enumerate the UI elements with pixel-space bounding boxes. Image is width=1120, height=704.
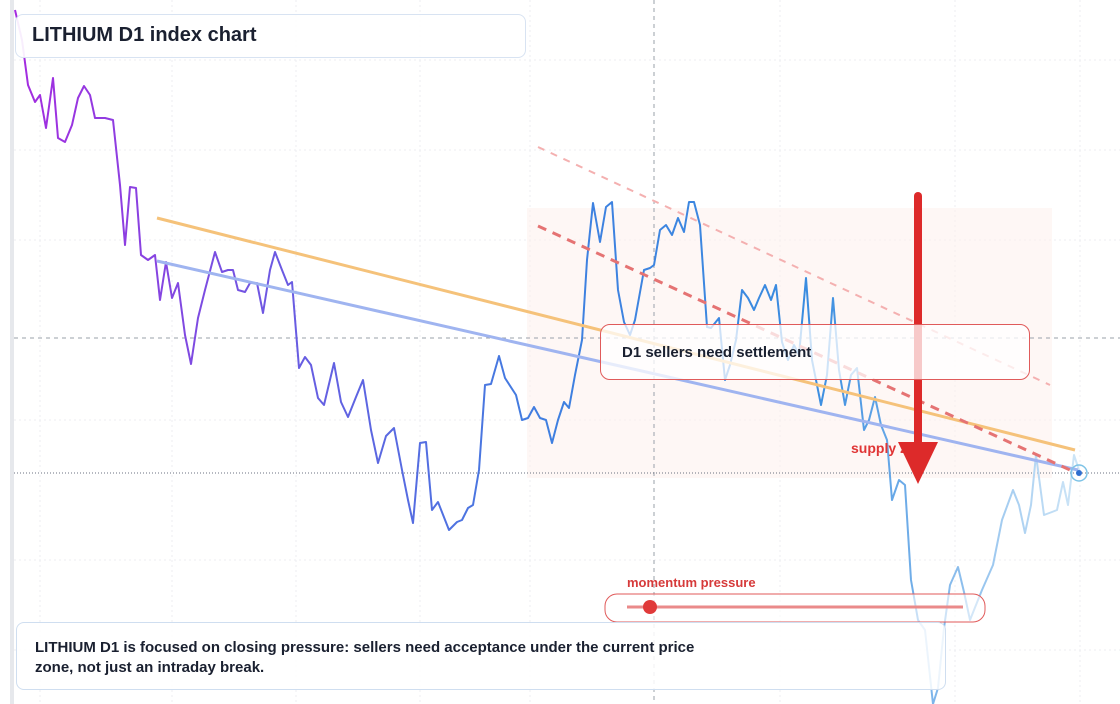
- note-box: LITHIUM D1 is focused on closing pressur…: [16, 622, 946, 690]
- arrow-head: [898, 442, 938, 484]
- momentum-dot: [643, 600, 657, 614]
- series-layer: [14, 9, 1081, 704]
- title-box: LITHIUM D1 index chart: [15, 14, 526, 58]
- settlement-label: D1 sellers need settlement: [622, 344, 812, 361]
- note-text: LITHIUM D1 is focused on closing pressur…: [35, 639, 695, 676]
- momentum-label: momentum pressure: [627, 575, 756, 590]
- channel-line-upper: [537, 146, 1051, 386]
- settlement-box: D1 sellers need settlement: [600, 324, 1030, 380]
- price-series: [14, 9, 1081, 704]
- chart-title: LITHIUM D1 index chart: [32, 24, 257, 46]
- last-price-ring: [1070, 464, 1088, 482]
- last-price-dot: [1076, 470, 1082, 476]
- left-edge: [10, 0, 14, 704]
